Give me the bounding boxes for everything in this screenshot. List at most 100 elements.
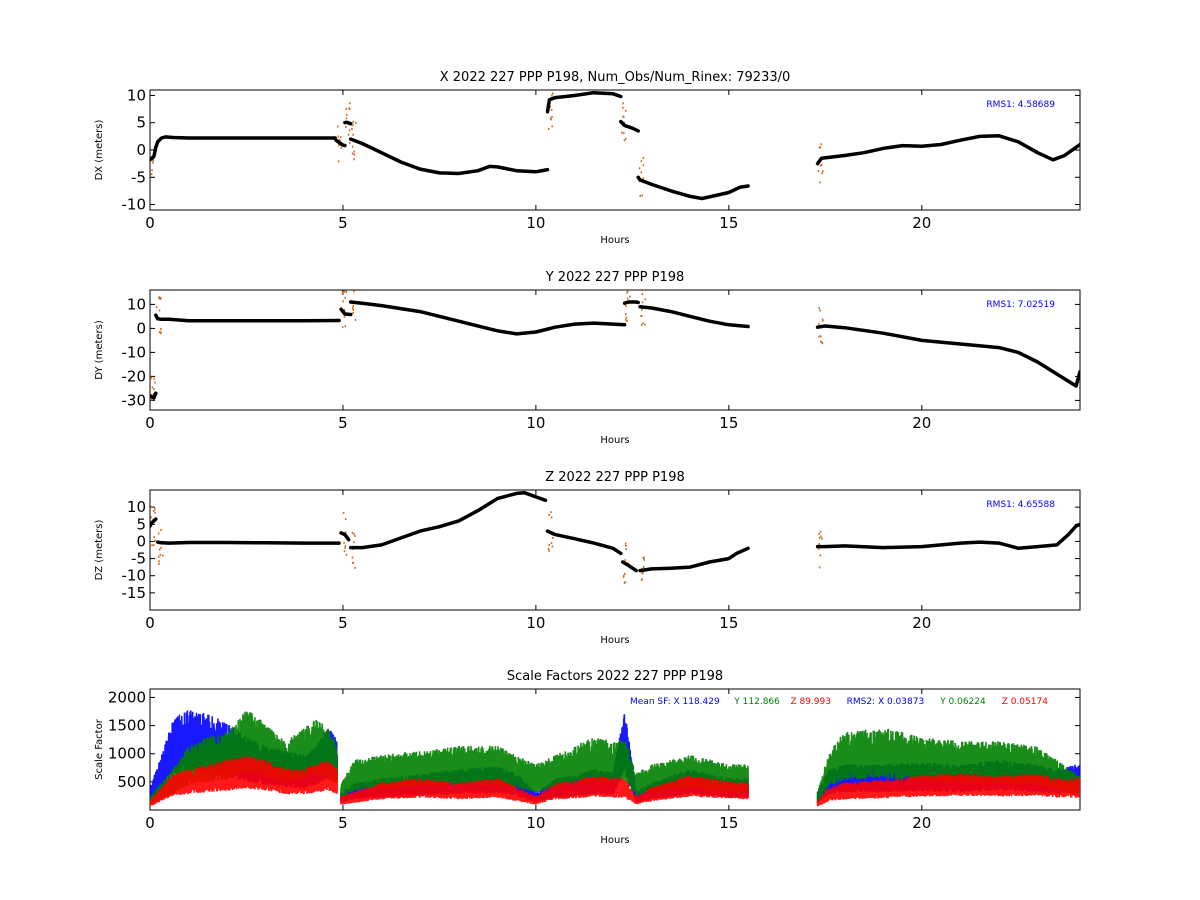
y-axis-label: DX (meters) <box>94 119 105 180</box>
sf-annotation-part: Z 0.05174 <box>1002 697 1049 707</box>
raw-point <box>622 115 624 118</box>
raw-point <box>343 290 346 293</box>
raw-point <box>625 109 627 112</box>
raw-point <box>625 548 627 551</box>
raw-point <box>342 511 345 514</box>
raw-point <box>822 319 824 322</box>
raw-point <box>551 94 553 97</box>
raw-point <box>547 128 550 131</box>
raw-point <box>154 381 156 384</box>
chart-panel-2: Y 2022 227 PPP P198 0 5 10 15 20 10 0 -10 -20 -30 H… <box>94 270 1081 446</box>
raw-point <box>354 535 356 538</box>
raw-point <box>623 581 626 584</box>
raw-point <box>352 124 354 127</box>
raw-point <box>344 325 347 328</box>
y-tick-label: -5 <box>131 550 146 568</box>
y-axis-label: Scale Factor <box>94 718 105 780</box>
x-tick-label: 20 <box>912 814 931 832</box>
raw-point <box>549 105 551 108</box>
y-tick-label: 0 <box>136 141 146 159</box>
raw-point <box>349 141 351 144</box>
raw-point <box>642 566 645 569</box>
chart-title: Y 2022 227 PPP P198 <box>545 270 685 285</box>
raw-point <box>155 306 158 309</box>
raw-point <box>158 548 161 551</box>
y-tick-label: -15 <box>122 584 147 602</box>
raw-point <box>160 331 162 334</box>
position-track <box>348 490 548 550</box>
raw-point <box>158 555 160 558</box>
raw-point <box>343 315 346 318</box>
raw-point <box>551 115 553 118</box>
raw-point <box>639 194 641 197</box>
raw-point <box>625 313 627 316</box>
raw-point <box>150 516 152 519</box>
raw-point <box>355 121 357 124</box>
y-axis-label: DZ (meters) <box>94 519 105 580</box>
raw-point <box>643 558 645 561</box>
x-tick-label: 0 <box>145 414 155 432</box>
raw-point <box>624 581 627 584</box>
x-tick-label: 0 <box>145 214 155 232</box>
raw-point <box>638 167 641 170</box>
x-axis-label: Hours <box>600 635 629 646</box>
position-track <box>815 134 1080 166</box>
raw-point <box>157 532 160 535</box>
raw-point <box>623 574 625 577</box>
raw-point <box>150 376 152 379</box>
position-track <box>154 313 341 323</box>
position-track <box>150 517 158 528</box>
raw-point <box>159 297 162 300</box>
position-track <box>150 391 158 400</box>
plot-frame <box>149 89 1081 211</box>
raw-point <box>625 316 628 319</box>
raw-point <box>345 113 348 116</box>
raw-point <box>625 544 627 547</box>
raw-point <box>152 544 155 547</box>
raw-point <box>153 377 155 380</box>
raw-point <box>351 284 353 286</box>
raw-point <box>344 547 346 550</box>
sf-annotation-part: Y 112.866 <box>733 697 780 707</box>
y-tick-label: -30 <box>122 391 147 409</box>
position-track <box>150 135 337 162</box>
raw-point <box>622 575 625 578</box>
x-tick-label: 15 <box>719 614 738 632</box>
y-tick-label: 5 <box>136 114 146 132</box>
y-tick-label: 10 <box>127 295 146 313</box>
raw-point <box>552 536 554 539</box>
raw-point <box>622 106 624 109</box>
raw-point <box>642 322 644 325</box>
raw-point <box>154 507 156 510</box>
raw-point <box>550 118 552 121</box>
raw-point <box>547 548 550 551</box>
raw-point <box>818 146 821 149</box>
raw-point <box>353 282 355 284</box>
rms-annotation: RMS1: 7.02519 <box>986 300 1055 310</box>
raw-point <box>821 537 823 540</box>
scale-factor-band <box>340 775 749 805</box>
raw-point <box>622 102 624 105</box>
raw-point <box>549 117 552 120</box>
x-tick-label: 10 <box>526 614 545 632</box>
raw-point <box>348 107 350 110</box>
raw-point <box>343 550 346 553</box>
y-tick-label: 2000 <box>108 688 146 706</box>
chart-title: X 2022 227 PPP P198, Num_Obs/Num_Rinex: … <box>440 70 791 85</box>
position-track <box>348 137 550 176</box>
raw-point <box>640 171 643 174</box>
x-tick-label: 20 <box>912 414 931 432</box>
raw-point <box>353 158 355 161</box>
raw-point <box>344 296 346 299</box>
raw-point <box>343 308 346 311</box>
x-tick-label: 5 <box>338 414 348 432</box>
position-track <box>545 529 623 556</box>
scale-factor-band <box>150 755 338 806</box>
raw-point <box>345 117 348 120</box>
rms-annotation: RMS1: 4.58689 <box>986 100 1055 110</box>
raw-point <box>351 145 354 148</box>
raw-point <box>817 547 820 550</box>
x-axis-label: Hours <box>600 235 629 246</box>
raw-point <box>640 323 643 326</box>
